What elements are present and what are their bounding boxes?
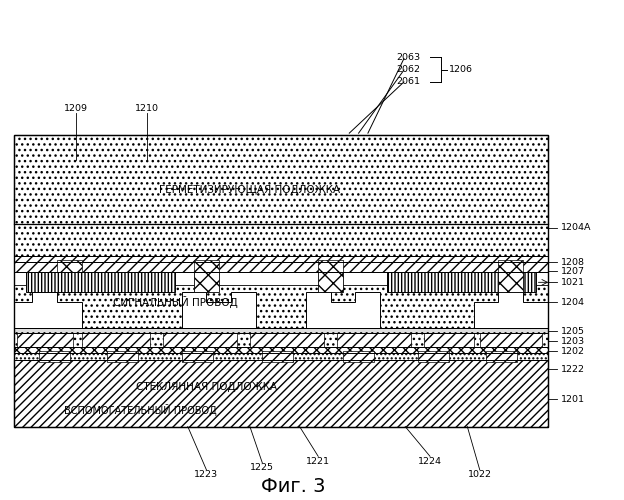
Bar <box>14 134 548 224</box>
Bar <box>499 260 523 272</box>
Bar <box>182 351 213 362</box>
Bar <box>163 332 238 347</box>
Bar <box>424 332 474 347</box>
Bar <box>318 272 343 292</box>
Bar <box>14 262 548 272</box>
Bar <box>250 332 324 347</box>
Text: 2063: 2063 <box>396 52 420 62</box>
Bar <box>486 351 517 362</box>
Text: 1207: 1207 <box>560 267 585 276</box>
Polygon shape <box>306 292 381 328</box>
Text: 1206: 1206 <box>449 65 472 74</box>
Bar <box>14 354 548 360</box>
Text: 1208: 1208 <box>560 258 585 267</box>
Bar <box>337 332 411 347</box>
Text: 1224: 1224 <box>418 457 442 466</box>
Polygon shape <box>14 292 82 328</box>
Bar <box>26 272 175 292</box>
Bar <box>57 260 82 272</box>
Text: ВСПОМОГАТЕЛЬНЫЙ ПРОВОД: ВСПОМОГАТЕЛЬНЫЙ ПРОВОД <box>64 404 217 416</box>
Bar <box>82 332 150 347</box>
Bar <box>107 351 138 362</box>
Polygon shape <box>182 292 256 328</box>
Bar <box>194 272 219 292</box>
Bar <box>14 332 548 347</box>
Bar <box>194 260 219 272</box>
Bar <box>14 286 548 328</box>
Text: 1221: 1221 <box>306 457 330 466</box>
Bar <box>480 332 542 347</box>
Text: 1205: 1205 <box>560 326 585 336</box>
Text: 1222: 1222 <box>560 365 585 374</box>
Bar <box>499 272 523 292</box>
Bar <box>14 256 548 262</box>
Text: СИГНАЛЬНЫЙ ПРОВОД: СИГНАЛЬНЫЙ ПРОВОД <box>113 296 238 308</box>
Text: 1209: 1209 <box>64 104 88 113</box>
Bar <box>14 328 548 332</box>
Polygon shape <box>474 292 548 328</box>
Text: 1022: 1022 <box>468 470 492 479</box>
Bar <box>386 272 535 292</box>
Text: 2062: 2062 <box>396 65 420 74</box>
Bar <box>417 351 449 362</box>
Text: 1204A: 1204A <box>560 223 591 232</box>
Text: ГЕРМЕТИЗИРУЮЩАЯ ПОДЛОЖКА: ГЕРМЕТИЗИРУЮЩАЯ ПОДЛОЖКА <box>159 186 341 196</box>
Text: 1225: 1225 <box>250 464 275 472</box>
Text: 1204: 1204 <box>560 298 585 306</box>
Text: 1203: 1203 <box>560 337 585 346</box>
Bar <box>343 351 374 362</box>
Bar <box>318 260 343 272</box>
Text: 1201: 1201 <box>560 394 585 404</box>
Bar <box>14 360 548 426</box>
Bar <box>14 224 548 256</box>
Text: 1210: 1210 <box>135 104 159 113</box>
Text: Фиг. 3: Фиг. 3 <box>261 476 326 496</box>
Text: СТЕКЛЯННАЯ ПОДЛОЖКА: СТЕКЛЯННАЯ ПОДЛОЖКА <box>136 382 277 392</box>
Bar <box>39 351 70 362</box>
Text: 1202: 1202 <box>560 347 585 356</box>
Bar <box>14 348 548 354</box>
Text: 1021: 1021 <box>560 278 585 287</box>
Text: 1223: 1223 <box>194 470 218 479</box>
Bar <box>262 351 293 362</box>
Bar <box>17 332 73 347</box>
Text: 2061: 2061 <box>396 78 420 86</box>
Bar <box>14 134 548 426</box>
